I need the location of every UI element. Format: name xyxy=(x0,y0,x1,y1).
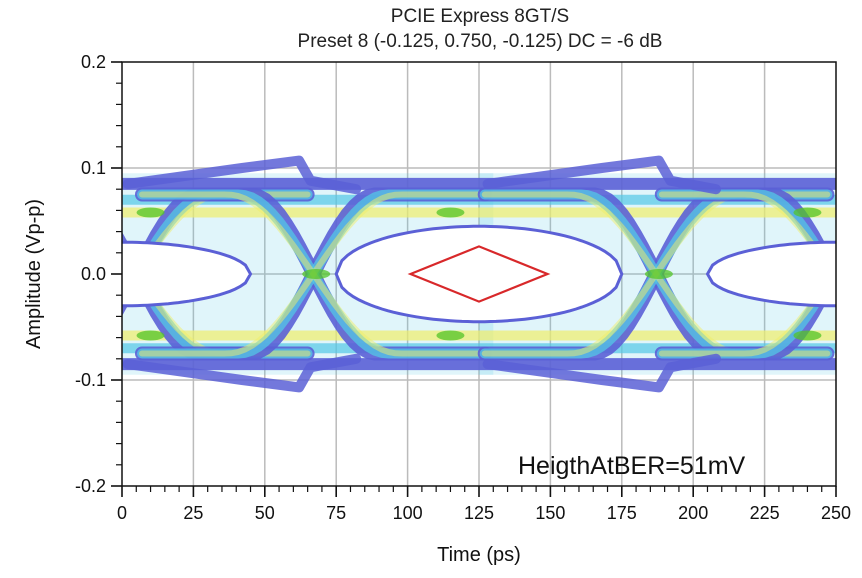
eye-opening-side xyxy=(705,240,836,308)
density-peak xyxy=(793,207,822,218)
y-tick-label: 0.0 xyxy=(81,264,106,284)
overshoot-bottom xyxy=(482,353,721,393)
y-tick-label: 0.2 xyxy=(81,52,106,72)
x-tick-label: 200 xyxy=(678,503,708,523)
y-tick-label: -0.2 xyxy=(75,476,106,496)
x-axis-label: Time (ps) xyxy=(437,544,521,566)
density-peak xyxy=(136,207,165,218)
chart-title: PCIE Express 8GT/S xyxy=(391,6,569,27)
density-peak xyxy=(136,330,165,341)
eye-traces xyxy=(122,155,836,393)
density-peak xyxy=(793,330,822,341)
x-tick-label: 175 xyxy=(607,503,637,523)
x-tick-label: 25 xyxy=(183,503,203,523)
y-tick-label: -0.1 xyxy=(75,370,106,390)
x-tick-label: 50 xyxy=(255,503,275,523)
x-tick-label: 0 xyxy=(117,503,127,523)
y-axis-ticks: 0.2 0.1 0.0 -0.1 -0.2 xyxy=(75,52,122,496)
x-tick-label: 125 xyxy=(464,503,494,523)
overshoot-bottom xyxy=(122,353,362,393)
density-peak xyxy=(302,269,331,279)
density-peak xyxy=(436,330,465,341)
x-tick-label: 100 xyxy=(393,503,423,523)
x-tick-label: 250 xyxy=(821,503,851,523)
eye-mask-diamond xyxy=(407,245,551,303)
x-tick-label: 75 xyxy=(326,503,346,523)
overshoot-top xyxy=(482,155,721,195)
y-tick-label: 0.1 xyxy=(81,158,106,178)
x-tick-label: 150 xyxy=(535,503,565,523)
x-axis-ticks: 0 25 50 75 100 125 150 175 200 225 250 xyxy=(117,486,851,523)
chart-subtitle: Preset 8 (-0.125, 0.750, -0.125) DC = -6… xyxy=(298,31,663,52)
density-peak xyxy=(644,269,673,279)
x-tick-label: 225 xyxy=(750,503,780,523)
density-peak xyxy=(436,207,465,218)
eye-height-annotation: HeigthAtBER=51mV xyxy=(518,452,746,480)
eye-opening-side xyxy=(122,240,253,308)
eye-opening xyxy=(334,224,624,324)
y-axis-label: Amplitude (Vp-p) xyxy=(23,199,45,349)
overshoot-top xyxy=(122,155,362,195)
